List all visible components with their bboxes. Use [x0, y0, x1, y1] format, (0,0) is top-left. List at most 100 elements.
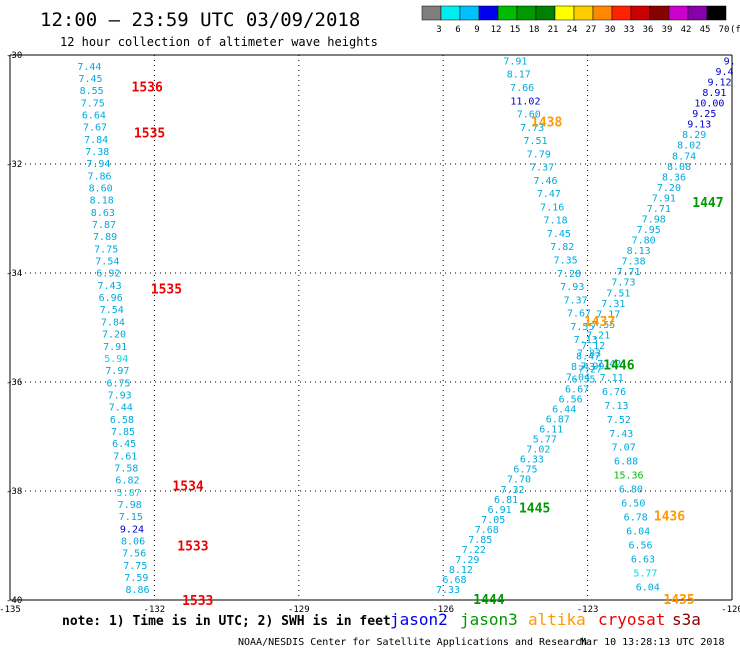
wave-height-value: 7.91 — [652, 193, 676, 204]
wave-height-value: 7.04 — [566, 373, 590, 384]
wave-height-value: 7.12 — [581, 341, 605, 352]
wave-height-value: 7.79 — [527, 149, 551, 160]
wave-height-value: 7.59 — [124, 573, 148, 584]
pass-time-label: 1445 — [519, 501, 550, 516]
wave-height-value: 6.81 — [494, 495, 518, 506]
pass-time-label: 1536 — [132, 81, 163, 96]
y-tick-label: -30 — [6, 51, 22, 61]
wave-height-value: 9.13 — [687, 120, 711, 131]
wave-height-value: 9.12 — [707, 78, 731, 89]
wave-height-value: 9.4 — [716, 67, 734, 78]
y-tick-label: -40 — [6, 596, 22, 606]
wave-height-value: 6.33 — [520, 455, 544, 466]
wave-height-value: 7.91 — [103, 342, 127, 353]
wave-height-value: 7.38 — [85, 147, 109, 158]
wave-height-value: 7.58 — [114, 463, 138, 474]
pass-time-label: 1446 — [603, 359, 634, 374]
wave-height-value: 10.00 — [694, 99, 724, 110]
x-tick-label: -126 — [432, 605, 454, 615]
wave-height-value: 7.32 — [501, 485, 525, 496]
wave-height-value: 6.80 — [619, 485, 643, 496]
wave-height-value: 5.94 — [104, 354, 128, 365]
wave-height-value: 7.93 — [108, 390, 132, 401]
wave-height-value: 7.20 — [102, 330, 126, 341]
wave-height-value: 7.02 — [526, 445, 550, 456]
wave-height-value: 9.25 — [692, 109, 716, 120]
chart-title: 12:00 – 23:59 UTC 03/09/2018 — [40, 9, 360, 31]
wave-height-value: 8.86 — [126, 585, 150, 596]
wave-height-value: 8.91 — [702, 88, 726, 99]
wave-height-value: 8.60 — [89, 184, 113, 195]
wave-height-value: 7.16 — [540, 202, 564, 213]
wave-height-value: 8.18 — [90, 196, 114, 207]
wave-height-value: 7.21 — [586, 330, 610, 341]
wave-height-value: 7.84 — [101, 317, 125, 328]
wave-height-value: 7.71 — [616, 267, 640, 278]
wave-height-value: 7.93 — [560, 282, 584, 293]
x-tick-label: -132 — [144, 605, 166, 615]
wave-height-value: 6.58 — [110, 415, 134, 426]
wave-height-value: 7.13 — [574, 335, 598, 346]
wave-height-value: 7.80 — [632, 236, 656, 247]
wave-height-value: 6.45 — [112, 439, 136, 450]
colorbar-swatch — [535, 5, 556, 21]
wave-height-value: 7.20 — [657, 183, 681, 194]
wave-height-value: 7.91 — [503, 56, 527, 67]
colorbar-swatch — [649, 5, 670, 21]
wave-height-value: 7.67 — [567, 309, 591, 320]
colorbar-swatch — [573, 5, 594, 21]
wave-height-value: 7.71 — [647, 204, 671, 215]
wave-height-value: 7.89 — [93, 232, 117, 243]
wave-height-value: 7.83 — [577, 348, 601, 359]
wave-height-value: 6.35 — [572, 374, 596, 385]
wave-height-value: 7.11 — [600, 373, 624, 384]
colorbar-swatch — [668, 5, 689, 21]
wave-height-value: 7.66 — [510, 83, 534, 94]
wave-height-value: 7.42 — [597, 359, 621, 370]
wave-height-value: 7.47 — [537, 189, 561, 200]
colorbar-label: 21 — [548, 25, 559, 35]
y-tick-label: -38 — [6, 487, 22, 497]
footer-credit: NOAA/NESDIS Center for Satellite Applica… — [238, 637, 587, 648]
wave-height-value: 8.02 — [677, 141, 701, 152]
wave-height-value: 7.67 — [83, 123, 107, 134]
colorbar-label: 36 — [643, 25, 654, 35]
colorbar-swatch — [440, 5, 461, 21]
colorbar-label: 9 — [474, 25, 479, 35]
wave-height-value: 6.92 — [96, 269, 120, 280]
wave-height-value: 8.29 — [682, 130, 706, 141]
colorbar-swatch — [478, 5, 499, 21]
wave-height-value: 7.73 — [611, 278, 635, 289]
wave-height-value: 7.31 — [601, 299, 625, 310]
wave-height-value: 7.98 — [118, 500, 142, 511]
wave-height-value: 7.97 — [105, 366, 129, 377]
y-tick-label: -34 — [6, 269, 22, 279]
colorbar-label: 30 — [605, 25, 616, 35]
wave-height-value: 7.22 — [462, 545, 486, 556]
wave-height-value: 5.77 — [633, 568, 657, 579]
colorbar-label: 39 — [662, 25, 673, 35]
wave-height-value: 7.13 — [604, 401, 628, 412]
wave-height-value: 7.87 — [92, 220, 116, 231]
wave-height-value: 7.33 — [436, 585, 460, 596]
wave-height-value: 7.45 — [547, 229, 571, 240]
wave-height-value: 6.75 — [513, 465, 537, 476]
wave-height-value: 6.44 — [552, 405, 576, 416]
wave-height-value: 5.87 — [117, 488, 141, 499]
wave-height-value: 6.78 — [624, 513, 648, 524]
y-tick-label: -36 — [6, 378, 22, 388]
wave-height-value: 6.91 — [488, 505, 512, 516]
wave-height-value: 6.67 — [565, 384, 589, 395]
wave-height-value: 7.70 — [507, 475, 531, 486]
colorbar-swatch — [421, 5, 442, 21]
wave-height-value: 8.06 — [121, 536, 145, 547]
wave-height-value: 15.36 — [613, 471, 643, 482]
wave-height-value: 8.74 — [672, 151, 696, 162]
wave-height-value: 7.38 — [622, 257, 646, 268]
wave-height-value: 6.82 — [115, 476, 139, 487]
colorbar-swatch — [611, 5, 632, 21]
wave-height-value: 7.75 — [123, 561, 147, 572]
wave-height-value: 7.54 — [95, 257, 119, 268]
